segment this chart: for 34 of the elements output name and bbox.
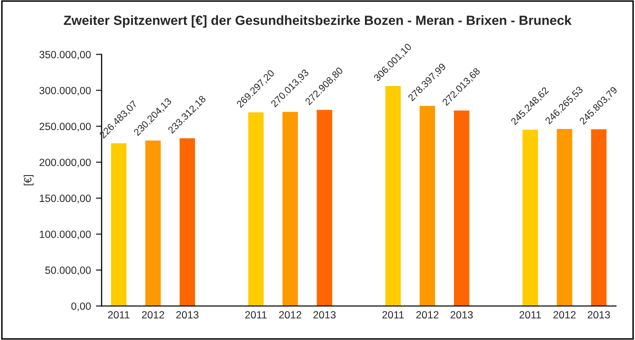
x-tick-label: 2011 (245, 311, 267, 319)
x-tick-label: 2012 (416, 311, 438, 319)
chart-title: Zweiter Spitzenwert [€] der Gesundheitsbezirke Bozen - Meran - Brixen - Bruneck (64, 15, 572, 28)
bar (316, 110, 332, 306)
bar (385, 86, 401, 306)
bar (248, 112, 264, 306)
x-tick-label: 2011 (382, 311, 404, 319)
bar (591, 129, 607, 306)
bar (145, 140, 161, 306)
bar (556, 128, 572, 306)
y-tick-label: 350.000,00 (39, 50, 91, 60)
y-tick-label: 100.000,00 (40, 230, 91, 240)
bar (454, 110, 470, 306)
bar (111, 143, 126, 306)
y-tick-label: 300.000,00 (39, 86, 91, 96)
bar (180, 138, 196, 306)
bar (282, 112, 298, 306)
bar (522, 130, 538, 306)
y-tick-label: 250.000,00 (40, 122, 91, 132)
x-tick-label: 2013 (313, 311, 336, 319)
x-tick-label: 2013 (450, 311, 473, 319)
x-tick-label: 2011 (520, 311, 541, 319)
x-tick-label: 2012 (279, 311, 302, 319)
y-tick-label: 200.000,00 (40, 158, 91, 168)
x-tick-label: 2011 (108, 311, 130, 319)
y-tick-label: 150.000,00 (40, 194, 91, 204)
x-tick-label: 2013 (176, 311, 198, 319)
x-tick-label: 2012 (553, 311, 576, 319)
x-tick-label: 2012 (142, 311, 164, 319)
y-axis-title: [€] (24, 175, 34, 186)
y-tick-label: 50.000,00 (45, 266, 91, 276)
y-tick-label: 0,00 (71, 302, 91, 312)
x-tick-label: 2013 (588, 311, 610, 319)
bar (420, 106, 436, 306)
